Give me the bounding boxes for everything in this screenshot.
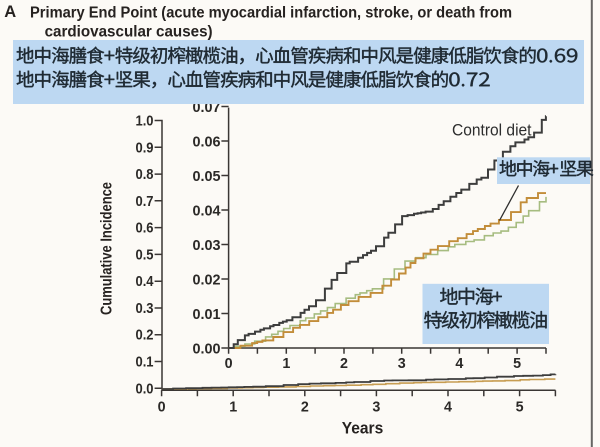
svg-text:0.04: 0.04: [193, 204, 221, 220]
svg-text:0: 0: [225, 356, 233, 372]
svg-text:2: 2: [301, 400, 309, 416]
svg-text:cardiovascular causes): cardiovascular causes): [45, 24, 213, 41]
svg-text:0.6: 0.6: [136, 221, 154, 237]
svg-text:2: 2: [340, 356, 348, 372]
svg-text:0.2: 0.2: [136, 328, 154, 344]
svg-text:0.8: 0.8: [136, 167, 154, 183]
svg-text:1: 1: [229, 400, 237, 416]
svg-text:5: 5: [513, 356, 521, 372]
svg-text:0.0: 0.0: [136, 381, 154, 397]
svg-text:Primary End Point (acute myoca: Primary End Point (acute myocardial infa…: [30, 4, 512, 21]
svg-text:5: 5: [516, 400, 524, 416]
svg-text:4: 4: [455, 356, 463, 372]
svg-text:0.7: 0.7: [136, 194, 154, 210]
svg-text:0.05: 0.05: [193, 169, 221, 185]
svg-text:0.00: 0.00: [193, 342, 221, 358]
svg-text:0.1: 0.1: [136, 355, 154, 371]
svg-text:0.3: 0.3: [136, 301, 154, 317]
svg-text:A: A: [4, 3, 16, 21]
svg-text:0.5: 0.5: [136, 247, 154, 263]
svg-text:3: 3: [398, 356, 406, 372]
svg-text:3: 3: [372, 400, 380, 416]
svg-text:1: 1: [282, 356, 290, 372]
svg-text:0: 0: [158, 400, 166, 416]
svg-text:0.02: 0.02: [193, 273, 221, 289]
svg-text:Control diet: Control diet: [452, 120, 532, 139]
svg-text:0.4: 0.4: [136, 274, 154, 290]
svg-text:1.0: 1.0: [136, 114, 154, 130]
svg-text:0.03: 0.03: [193, 238, 221, 254]
svg-text:Cumulative Incidence: Cumulative Incidence: [99, 182, 116, 315]
svg-text:4: 4: [444, 400, 452, 416]
svg-text:0.9: 0.9: [136, 140, 154, 156]
svg-text:0.01: 0.01: [193, 307, 221, 323]
svg-text:0.06: 0.06: [193, 135, 221, 151]
svg-text:Years: Years: [342, 420, 384, 438]
